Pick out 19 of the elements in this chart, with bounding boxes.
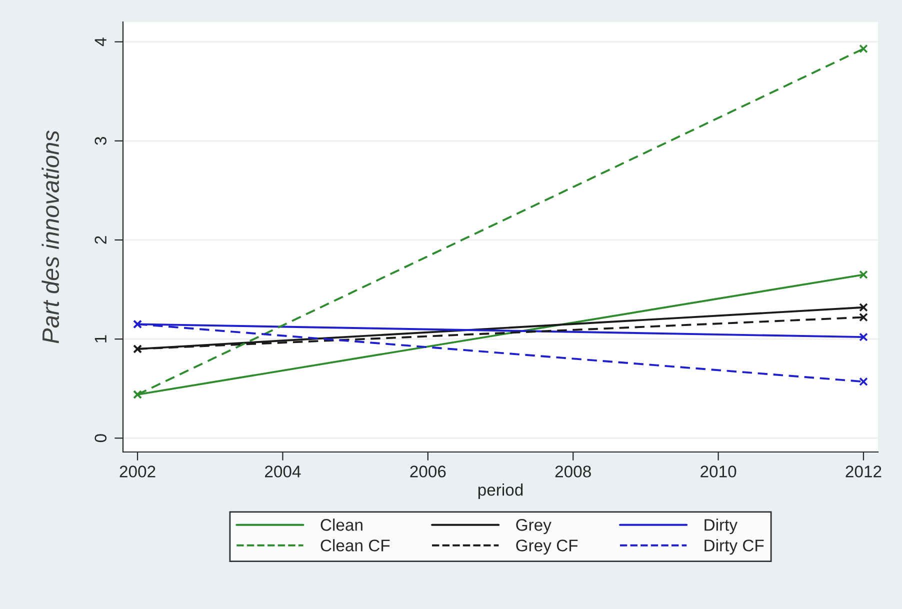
x-tick-label: 2010 xyxy=(700,466,736,478)
x-tick-label: 2008 xyxy=(555,466,591,478)
legend-label: Clean CF xyxy=(320,539,390,552)
y-tick-label: 3 xyxy=(94,136,107,145)
legend-label: Clean xyxy=(320,518,362,531)
y-axis-title: Part des innovations xyxy=(42,130,60,344)
x-tick-label: 2002 xyxy=(120,466,156,478)
y-tick-label: 2 xyxy=(94,236,106,244)
legend-label: Grey xyxy=(516,519,552,534)
x-tick-label: 2006 xyxy=(410,466,446,478)
y-tick-label: 0 xyxy=(94,434,107,442)
x-tick-label: 2004 xyxy=(265,466,301,478)
y-tick-label: 1 xyxy=(94,335,106,342)
x-tick-label: 2012 xyxy=(846,466,882,478)
legend-label: Grey CF xyxy=(516,540,578,555)
y-tick-label: 4 xyxy=(94,38,106,46)
legend-label: Dirty xyxy=(704,518,738,534)
legend-label: Dirty CF xyxy=(704,539,764,555)
x-axis-title: period xyxy=(478,484,523,500)
